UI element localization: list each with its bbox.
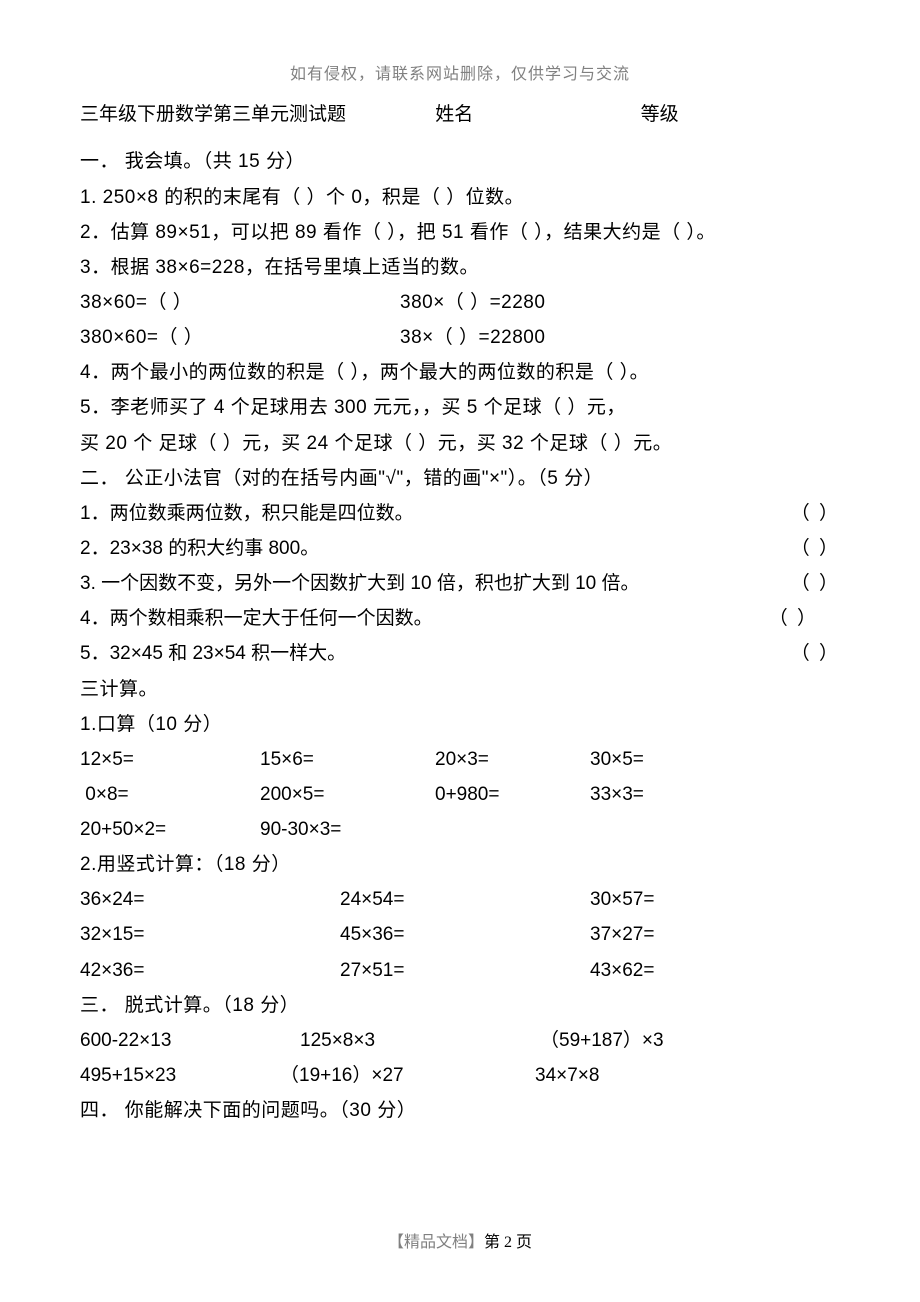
step-calc-row-2: 495+15×23 （19+16）×27 34×7×8 (80, 1058, 840, 1093)
cell: 20×3= (435, 742, 590, 777)
judge-item-5: 5．32×45 和 23×54 积一样大。 （ ） (80, 636, 840, 671)
cell: 45×36= (340, 917, 590, 952)
worksheet-title: 三年级下册数学第三单元测试题 (80, 100, 430, 130)
judge-text: 4．两个数相乘积一定大于任何一个因数。 (80, 601, 433, 636)
section-3-sub1-title: 1.口算（10 分） (80, 707, 840, 742)
mental-math-row-3: 20+50×2= 90-30×3= (80, 812, 840, 847)
step-calc-row-1: 600-22×13 125×8×3 （59+187）×3 (80, 1023, 840, 1058)
question-1-3: 3．根据 38×6=228，在括号里填上适当的数。 (80, 250, 840, 285)
question-1-2: 2．估算 89×51，可以把 89 看作（ ），把 51 看作（ ），结果大约是… (80, 215, 840, 250)
question-1-4: 4．两个最小的两位数的积是（ ），两个最大的两位数的积是（ ）。 (80, 355, 840, 390)
grade-label: 等级 (641, 100, 679, 130)
mental-math-row-2: 0×8= 200×5= 0+980= 33×3= (80, 777, 840, 812)
judge-paren: （ ） (791, 636, 840, 671)
question-1-1: 1. 250×8 的积的末尾有（ ）个 0，积是（ ）位数。 (80, 180, 840, 215)
section-5-title: 四． 你能解决下面的问题吗。（30 分） (80, 1093, 840, 1128)
footer-label: 【精品文档】 (388, 1234, 484, 1251)
section-4-title: 三． 脱式计算。（18 分） (80, 988, 840, 1023)
q1-3a-left: 38×60=（ ） (80, 285, 400, 320)
judge-item-1: 1．两位数乘两位数，积只能是四位数。 （ ） (80, 496, 840, 531)
question-1-5b: 买 20 个 足球（ ）元，买 24 个足球（ ）元，买 32 个足球（ ）元。 (80, 426, 840, 461)
cell: 600-22×13 (80, 1023, 300, 1058)
cell: 30×57= (590, 882, 654, 917)
cell: 20+50×2= (80, 812, 260, 847)
mental-math-row-1: 12×5= 15×6= 20×3= 30×5= (80, 742, 840, 777)
question-1-3a: 38×60=（ ） 380×（ ）=2280 (80, 285, 840, 320)
cell: （19+16）×27 (280, 1058, 535, 1093)
judge-item-3: 3. 一个因数不变，另外一个因数扩大到 10 倍，积也扩大到 10 倍。 （ ） (80, 566, 840, 601)
cell: 42×36= (80, 953, 340, 988)
cell: 43×62= (590, 953, 654, 988)
cell: （59+187）×3 (540, 1023, 664, 1058)
cell: 90-30×3= (260, 812, 435, 847)
question-1-5a: 5．李老师买了 4 个足球用去 300 元元，，买 5 个足球（ ）元， (80, 390, 840, 425)
cell: 24×54= (340, 882, 590, 917)
judge-paren: （ ） (769, 601, 818, 636)
cell: 36×24= (80, 882, 340, 917)
judge-text: 2．23×38 的积大约事 800。 (80, 531, 319, 566)
judge-paren: （ ） (791, 496, 840, 531)
section-2-title: 二． 公正小法官（对的在括号内画"√"，错的画"×"）。（5 分） (80, 461, 840, 496)
vertical-math-row-3: 42×36= 27×51= 43×62= (80, 953, 840, 988)
judge-text: 5．32×45 和 23×54 积一样大。 (80, 636, 346, 671)
section-1-title: 一． 我会填。（共 15 分） (80, 144, 840, 179)
judge-text: 1．两位数乘两位数，积只能是四位数。 (80, 496, 414, 531)
page-footer: 【精品文档】第 2 页 (0, 1228, 920, 1252)
judge-item-2: 2．23×38 的积大约事 800。 （ ） (80, 531, 840, 566)
section-3-sub2-title: 2.用竖式计算：（18 分） (80, 847, 840, 882)
section-3-title: 三计算。 (80, 672, 840, 707)
cell: 125×8×3 (300, 1023, 540, 1058)
page-header-disclaimer: 如有侵权，请联系网站删除，仅供学习与交流 (80, 60, 840, 84)
cell: 0+980= (435, 777, 590, 812)
cell: 34×7×8 (535, 1058, 599, 1093)
cell: 33×3= (590, 777, 644, 812)
footer-page-number: 第 2 页 (484, 1234, 532, 1251)
cell: 32×15= (80, 917, 340, 952)
judge-text: 3. 一个因数不变，另外一个因数扩大到 10 倍，积也扩大到 10 倍。 (80, 566, 640, 601)
cell: 15×6= (260, 742, 435, 777)
vertical-math-row-1: 36×24= 24×54= 30×57= (80, 882, 840, 917)
name-label: 姓名 (435, 100, 635, 130)
cell (435, 812, 590, 847)
q1-3b-left: 380×60=（ ） (80, 320, 400, 355)
judge-paren: （ ） (791, 531, 840, 566)
worksheet-title-line: 三年级下册数学第三单元测试题 姓名 等级 (80, 100, 840, 130)
cell: 30×5= (590, 742, 644, 777)
cell: 12×5= (80, 742, 260, 777)
cell: 200×5= (260, 777, 435, 812)
q1-3a-right: 380×（ ）=2280 (400, 285, 545, 320)
vertical-math-row-2: 32×15= 45×36= 37×27= (80, 917, 840, 952)
judge-item-4: 4．两个数相乘积一定大于任何一个因数。 （ ） (80, 601, 840, 636)
cell: 37×27= (590, 917, 654, 952)
question-1-3b: 380×60=（ ） 38×（ ）=22800 (80, 320, 840, 355)
cell: 0×8= (80, 777, 260, 812)
cell: 27×51= (340, 953, 590, 988)
cell: 495+15×23 (80, 1058, 280, 1093)
judge-paren: （ ） (791, 566, 840, 601)
q1-3b-right: 38×（ ）=22800 (400, 320, 545, 355)
